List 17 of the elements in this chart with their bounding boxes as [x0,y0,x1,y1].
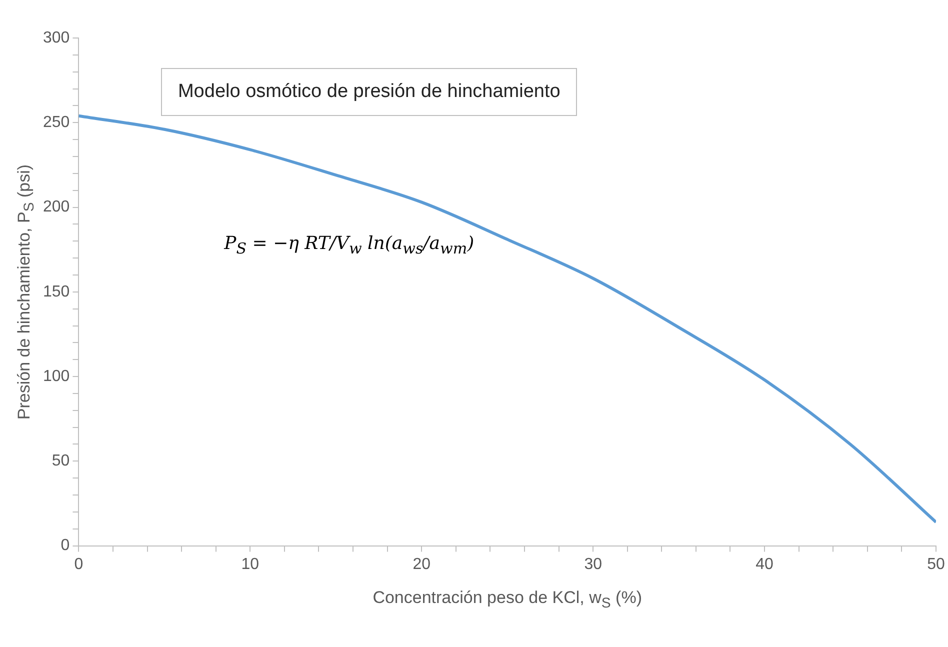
text: Modelo osmótico de presión de hinchamiento [160,68,578,116]
y-tick-label: 50 [52,452,70,470]
y-tick-label: 0 [60,537,70,554]
x-tick-label: 40 [756,556,774,573]
y-tick-label: 300 [42,29,70,46]
y-tick-label: 250 [42,114,70,132]
y-tick-label: 100 [42,368,70,385]
x-tick-label: 30 [584,556,602,573]
x-tick-label: 10 [241,556,260,573]
x-tick-label: 50 [927,556,945,573]
x-tick-label: 20 [412,556,431,573]
line-series [78,114,936,524]
x-tick-label: 0 [74,556,84,573]
y-tick-label: 150 [42,283,70,300]
text: P$_{S}$ = −η RT/V$_{w}$ ln(a$_{ws}$/a$_{wm}$) [224,232,474,258]
y-tick-label: 200 [42,198,70,216]
x-axis-title: Concentración peso de KCl, w$_{S}$ (%) [372,588,642,612]
